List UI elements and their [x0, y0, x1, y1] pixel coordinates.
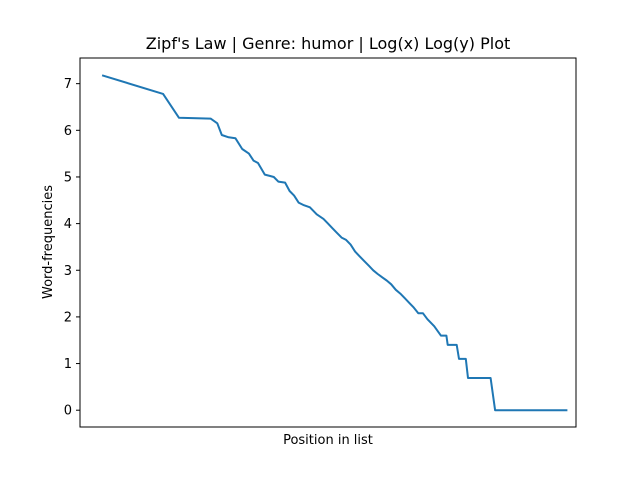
y-tick-label: 2: [64, 310, 72, 325]
y-tick-label: 5: [64, 170, 72, 185]
series-line: [101, 74, 568, 412]
y-tick-label: 6: [64, 124, 72, 139]
chart-title: Zipf's Law | Genre: humor | Log(x) Log(y…: [146, 34, 511, 53]
y-tick-label: 4: [64, 217, 72, 232]
y-tick-label: 7: [64, 77, 72, 92]
y-tick-label: 3: [64, 264, 72, 279]
y-tick-label: 0: [64, 404, 72, 419]
y-axis-label: Word-frequencies: [41, 185, 56, 299]
x-axis-label: Position in list: [283, 433, 373, 448]
y-axis: 0 1 2 3 4 5 6 7: [64, 77, 80, 419]
plot-frame: [79, 57, 577, 428]
y-tick-label: 1: [64, 357, 72, 372]
